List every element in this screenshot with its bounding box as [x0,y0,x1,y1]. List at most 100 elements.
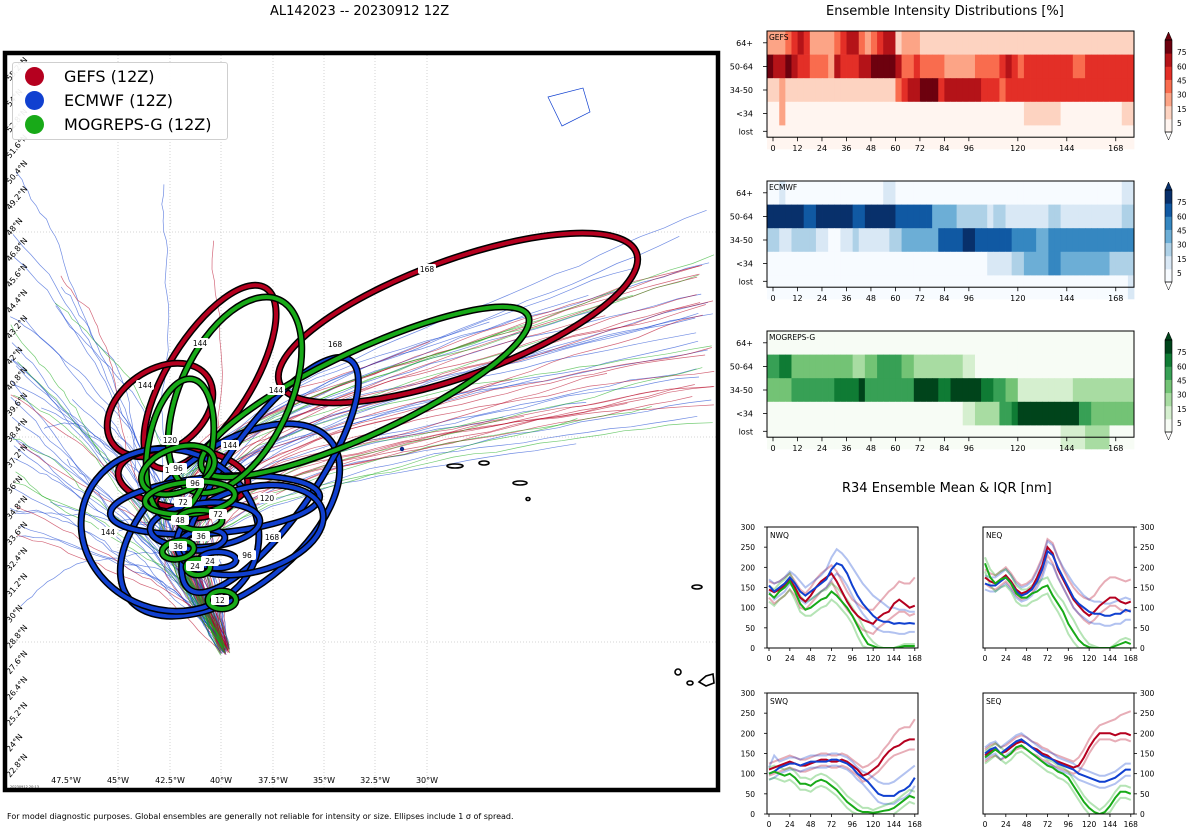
intensity-cell [791,204,798,229]
intensity-cell [895,31,902,55]
ensemble-track [206,309,597,650]
ecmwf-ellipse-label-group: 96 [238,550,256,560]
intensity-cell [968,78,976,103]
intensity-cell [1127,31,1135,55]
intensity-cell [803,101,811,126]
intensity-cell [785,401,792,426]
ecmwf-ellipse-label: 144 [101,528,116,537]
intensity-cell [815,181,823,205]
intensity-cell [858,401,866,426]
ecmwf-ellipse-label-bg [258,493,276,503]
r34-iqr-mogreps-g [984,750,1132,814]
intensity-cell [809,251,817,276]
intensity-cell [932,78,939,103]
intensity-cell [944,181,951,205]
intensity-cell [913,331,921,355]
intensity-cell [852,78,860,103]
intensity-cell [1127,78,1135,103]
intensity-row-label: 34-50 [730,86,753,95]
r34-y-label: 0 [750,810,755,819]
gefs-ellipse-label-bg [186,478,204,488]
intensity-cell [919,228,927,253]
intensity-cell [846,401,854,426]
intensity-cell [1054,31,1061,55]
colorbar-segment [1165,405,1172,420]
intensity-cell [968,378,976,403]
intensity-cell [950,331,958,355]
intensity-cell [932,354,939,379]
intensity-cell [1066,228,1074,253]
intensity-cell [785,354,792,379]
r34-iqr-gefs [768,563,916,611]
intensity-row-label: 50-64 [730,212,753,221]
intensity-cell [919,331,927,355]
lat-tick-label: 50.4°N [5,159,30,186]
intensity-cell [840,101,847,126]
intensity-cell [889,101,896,126]
intensity-cell [913,101,921,126]
intensity-cell [901,228,909,253]
legend-entry: GEFS (12Z) [19,64,154,88]
island [525,496,531,502]
island [446,463,464,469]
intensity-cell [791,181,798,205]
intensity-cell [1109,401,1117,426]
intensity-cell [1078,251,1086,276]
r34-iqr-ecmwf [984,744,1131,789]
intensity-cell [1109,204,1117,229]
intensity-cell [773,251,780,276]
lon-tick-label: 45°W [107,776,129,785]
intensity-cell [809,378,817,403]
intensity-cell [926,204,933,229]
intensity-cell [858,204,866,229]
intensity-cell [1048,228,1055,253]
intensity-cell [950,204,958,229]
r34-frame [982,526,1135,649]
intensity-cell [822,401,829,426]
intensity-cell [846,378,854,403]
intensity-cell [877,181,884,205]
intensity-cell [864,401,872,426]
mogreps-ellipse [139,443,217,497]
intensity-cell [822,78,829,103]
intensity-cell [1121,31,1129,55]
intensity-cell [974,54,982,79]
intensity-cell [1048,181,1055,205]
intensity-cell [1005,101,1013,126]
intensity-cell [981,251,988,276]
intensity-x-label: 48 [866,444,876,453]
intensity-cell [932,54,939,79]
intensity-cell [944,31,951,55]
intensity-cell [932,204,939,229]
intensity-cell [877,251,884,276]
intensity-cell [840,54,847,79]
r34-x-label: 96 [1064,654,1074,663]
intensity-cell [1011,331,1019,355]
intensity-cell [791,78,798,103]
intensity-cell [809,331,817,355]
intensity-x-label: 0 [770,294,775,303]
legend-label: GEFS (12Z) [64,66,155,86]
intensity-cell [913,31,921,55]
intensity-cell [809,54,817,79]
intensity-cell [1091,78,1098,103]
mogreps-ellipse [198,304,532,480]
r34-y-label: 250 [741,709,756,718]
r34-x-label: 120 [1082,654,1097,663]
intensity-cell [1127,101,1135,126]
intensity-cell [968,331,976,355]
intensity-row-label: 64+ [736,39,753,48]
intensity-cell [907,101,915,126]
intensity-cell [791,401,798,426]
intensity-cell [1072,31,1080,55]
intensity-cell [834,378,841,403]
r34-iqr-ecmwf [984,732,1131,777]
intensity-cell [981,228,988,253]
intensity-cell [864,354,872,379]
ecmwf-ellipse-label-group: 24 [201,556,219,566]
intensity-cell [974,378,982,403]
intensity-cell [981,101,988,126]
intensity-cell [901,31,909,55]
intensity-cell [1127,54,1135,79]
intensity-cell [815,331,823,355]
